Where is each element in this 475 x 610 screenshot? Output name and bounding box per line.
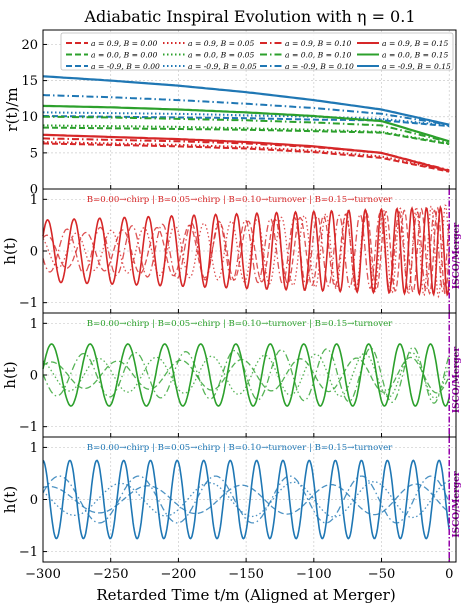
y-tick-label: −1: [19, 296, 38, 311]
waveform-panel-a0.9: −1 0 1 h(t) ISCO/Merger B=0.00→chirp | B=0.05…: [1, 188, 462, 314]
waveform-panel-a-0.9: −1 0 1 −300 −250 −200 −150 −100 −50 0 h(t) ISCO/Mer…: [1, 436, 462, 582]
series-line: [42, 104, 450, 143]
waveform-panel-a0.0: −1 0 1 h(t) ISCO/Merger B=0.00→chirp | B=0.05…: [1, 312, 462, 438]
merger-label: ISCO/Merger: [452, 471, 462, 537]
series-line: [42, 94, 450, 126]
y-tick-label: −1: [19, 420, 38, 435]
legend-label: a = -0.9, B = 0.10: [285, 62, 354, 71]
y-axis-label: h(t): [1, 237, 19, 264]
merger-label: ISCO/Merger: [452, 223, 462, 289]
legend-box: [60, 32, 454, 71]
y-tick-label: 0: [30, 245, 38, 260]
legend: a = 0.9, B = 0.00 a = 0.9, B = 0.05 a = 0.…: [60, 32, 454, 71]
waveform-line: [42, 475, 450, 524]
legend-label: a = 0.0, B = 0.00: [91, 51, 157, 60]
y-axis-label: h(t): [1, 361, 19, 388]
y-tick-label: 5: [30, 146, 38, 161]
legend-label: a = -0.9, B = 0.00: [91, 62, 160, 71]
y-tick-label: 1: [30, 317, 38, 332]
x-axis-label: Retarded Time t/m (Aligned at Merger): [96, 586, 395, 604]
waveform-line: [42, 209, 450, 294]
legend-label: a = 0.0, B = 0.15: [382, 51, 448, 60]
y-tick-label: 20: [21, 38, 38, 53]
y-tick-label: 1: [30, 441, 38, 456]
y-tick-label: −1: [19, 545, 38, 560]
legend-label: a = -0.9, B = 0.15: [382, 62, 451, 71]
series-line: [43, 126, 450, 146]
panel-annotation: B=0.00→chirp | B=0.05→chirp | B=0.10→tur…: [87, 443, 393, 453]
merger-label: ISCO/Merger: [452, 347, 462, 413]
y-tick-label: 15: [21, 74, 38, 89]
y-tick-label: 0: [30, 369, 38, 384]
panel-annotation: B=0.00→chirp | B=0.05→chirp | B=0.10→tur…: [87, 319, 393, 329]
waveform-line: [42, 459, 450, 540]
x-tick-label: −200: [161, 567, 197, 582]
legend-label: a = 0.9, B = 0.05: [188, 39, 254, 48]
legend-label: a = -0.9, B = 0.05: [188, 62, 257, 71]
panel-annotation: B=0.00→chirp | B=0.05→chirp | B=0.10→tur…: [87, 195, 393, 205]
waveform-line: [42, 483, 450, 516]
x-tick-label: −150: [228, 567, 264, 582]
waveform-line: [42, 206, 450, 297]
y-tick-label: 0: [30, 493, 38, 508]
legend-label: a = 0.9, B = 0.10: [285, 39, 351, 48]
legend-label: a = 0.9, B = 0.15: [382, 39, 448, 48]
legend-label: a = 0.0, B = 0.10: [285, 51, 351, 60]
series-line: [43, 142, 450, 173]
series-line: [42, 75, 450, 126]
x-tick-label: −250: [93, 567, 129, 582]
waveform-line: [42, 205, 450, 297]
y-tick-label: 10: [21, 110, 38, 125]
x-tick-label: −300: [25, 567, 61, 582]
y-tick-label: 1: [30, 193, 38, 208]
waveform-line: [42, 343, 450, 407]
x-tick-label: −50: [368, 567, 395, 582]
x-tick-label: 0: [445, 567, 453, 582]
legend-label: a = 0.9, B = 0.00: [91, 39, 157, 48]
panel-frame: [42, 436, 457, 563]
series-line: [42, 115, 450, 143]
waveform-line: [42, 204, 450, 299]
legend-label: a = 0.0, B = 0.05: [188, 51, 254, 60]
series-line: [42, 133, 450, 172]
y-axis-label: r(t)/m: [3, 87, 21, 131]
x-tick-label: −100: [296, 567, 332, 582]
y-tick-label: 0: [30, 183, 38, 198]
waveform-line: [42, 356, 450, 394]
chart-title: Adiabatic Inspiral Evolution with η = 0.…: [84, 7, 416, 26]
y-axis-label: h(t): [1, 486, 19, 513]
waveform-line: [42, 346, 450, 404]
